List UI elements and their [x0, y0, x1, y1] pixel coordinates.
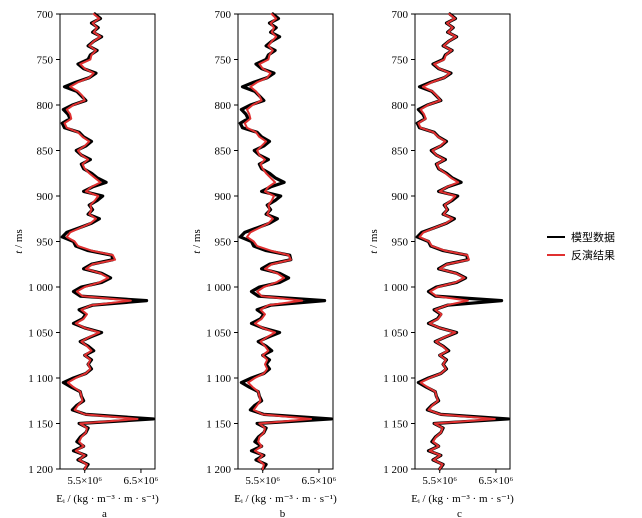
y-tick-label: 1 050 — [28, 328, 53, 340]
y-axis-label: t / ms — [191, 229, 203, 253]
y-tick-label: 700 — [215, 9, 232, 21]
y-tick-label: 800 — [37, 100, 54, 112]
y-axis-label-var: t — [368, 250, 380, 254]
x-tick-label: 6.5×10⁶ — [124, 475, 159, 487]
y-tick-label: 750 — [392, 55, 409, 67]
x-tick-label: 5.5×10⁶ — [422, 475, 457, 487]
y-tick-label: 900 — [37, 191, 54, 203]
y-tick-label: 900 — [215, 191, 232, 203]
y-tick-label: 1 050 — [383, 328, 408, 340]
y-tick-label: 1 100 — [206, 373, 231, 385]
y-tick-label: 950 — [392, 237, 409, 249]
x-tick-label: 6.5×10⁶ — [479, 475, 514, 487]
y-tick-label: 800 — [392, 100, 409, 112]
y-tick-label: 1 200 — [28, 464, 53, 476]
y-axis-label: t / ms — [13, 229, 25, 253]
y-tick-label: 1 150 — [206, 419, 231, 431]
y-tick-label: 850 — [37, 146, 54, 158]
x-tick-label: 5.5×10⁶ — [67, 475, 102, 487]
y-tick-label: 800 — [215, 100, 232, 112]
panel-c: 700 750 800 850 900 950 1 000 1 050 1 100 1 150 1 … — [368, 9, 514, 518]
x-axis-label: Eᵢ / (kg · m⁻³ · m · s⁻¹) — [56, 493, 159, 505]
y-axis-label-unit: / ms — [191, 229, 203, 250]
y-tick-label: 700 — [392, 9, 409, 21]
y-tick-label: 850 — [392, 146, 409, 158]
y-axis-label-unit: / ms — [13, 229, 25, 250]
y-tick-label: 1 200 — [206, 464, 231, 476]
series-inversion-line — [417, 13, 496, 470]
y-tick-label: 1 000 — [206, 282, 231, 294]
panel-label: c — [457, 508, 462, 518]
y-tick-label: 750 — [215, 55, 232, 67]
series-inversion-line — [243, 13, 313, 470]
panel-label: a — [102, 508, 107, 518]
legend-label: 模型数据 — [571, 230, 615, 244]
legend-label: 反演结果 — [571, 248, 615, 262]
y-axis-label-var: t — [191, 250, 203, 254]
y-tick-label: 750 — [37, 55, 54, 67]
y-tick-label: 1 000 — [28, 282, 53, 294]
y-tick-label: 1 100 — [28, 373, 53, 385]
y-axis-label: t / ms — [368, 229, 380, 253]
y-tick-label: 1 100 — [383, 373, 408, 385]
y-axis-label-var: t — [13, 250, 25, 254]
x-axis-label: Eᵢ / (kg · m⁻³ · m · s⁻¹) — [411, 493, 514, 505]
panel-label: b — [280, 508, 286, 518]
y-tick-label: 850 — [215, 146, 232, 158]
y-axis-label-unit: / ms — [368, 229, 380, 250]
x-tick-label: 6.5×10⁶ — [302, 475, 337, 487]
x-tick-label: 5.5×10⁶ — [245, 475, 280, 487]
series-inversion-line — [63, 13, 139, 470]
x-axis-label: Eᵢ / (kg · m⁻³ · m · s⁻¹) — [234, 493, 337, 505]
y-tick-label: 1 150 — [383, 419, 408, 431]
panel-a: 700 750 800 850 900 950 1 000 1 050 1 100 1 150 1 … — [13, 9, 159, 518]
y-tick-label: 1 050 — [206, 328, 231, 340]
panel-b: 700 750 800 850 900 950 1 000 1 050 1 100 1 150 1 … — [191, 9, 337, 518]
y-tick-label: 950 — [37, 237, 54, 249]
y-tick-label: 900 — [392, 191, 409, 203]
y-tick-label: 700 — [37, 9, 54, 21]
series-model-line — [60, 12, 155, 471]
y-tick-label: 1 150 — [28, 419, 53, 431]
y-tick-label: 1 000 — [383, 282, 408, 294]
y-tick-label: 950 — [215, 237, 232, 249]
y-tick-label: 1 200 — [383, 464, 408, 476]
